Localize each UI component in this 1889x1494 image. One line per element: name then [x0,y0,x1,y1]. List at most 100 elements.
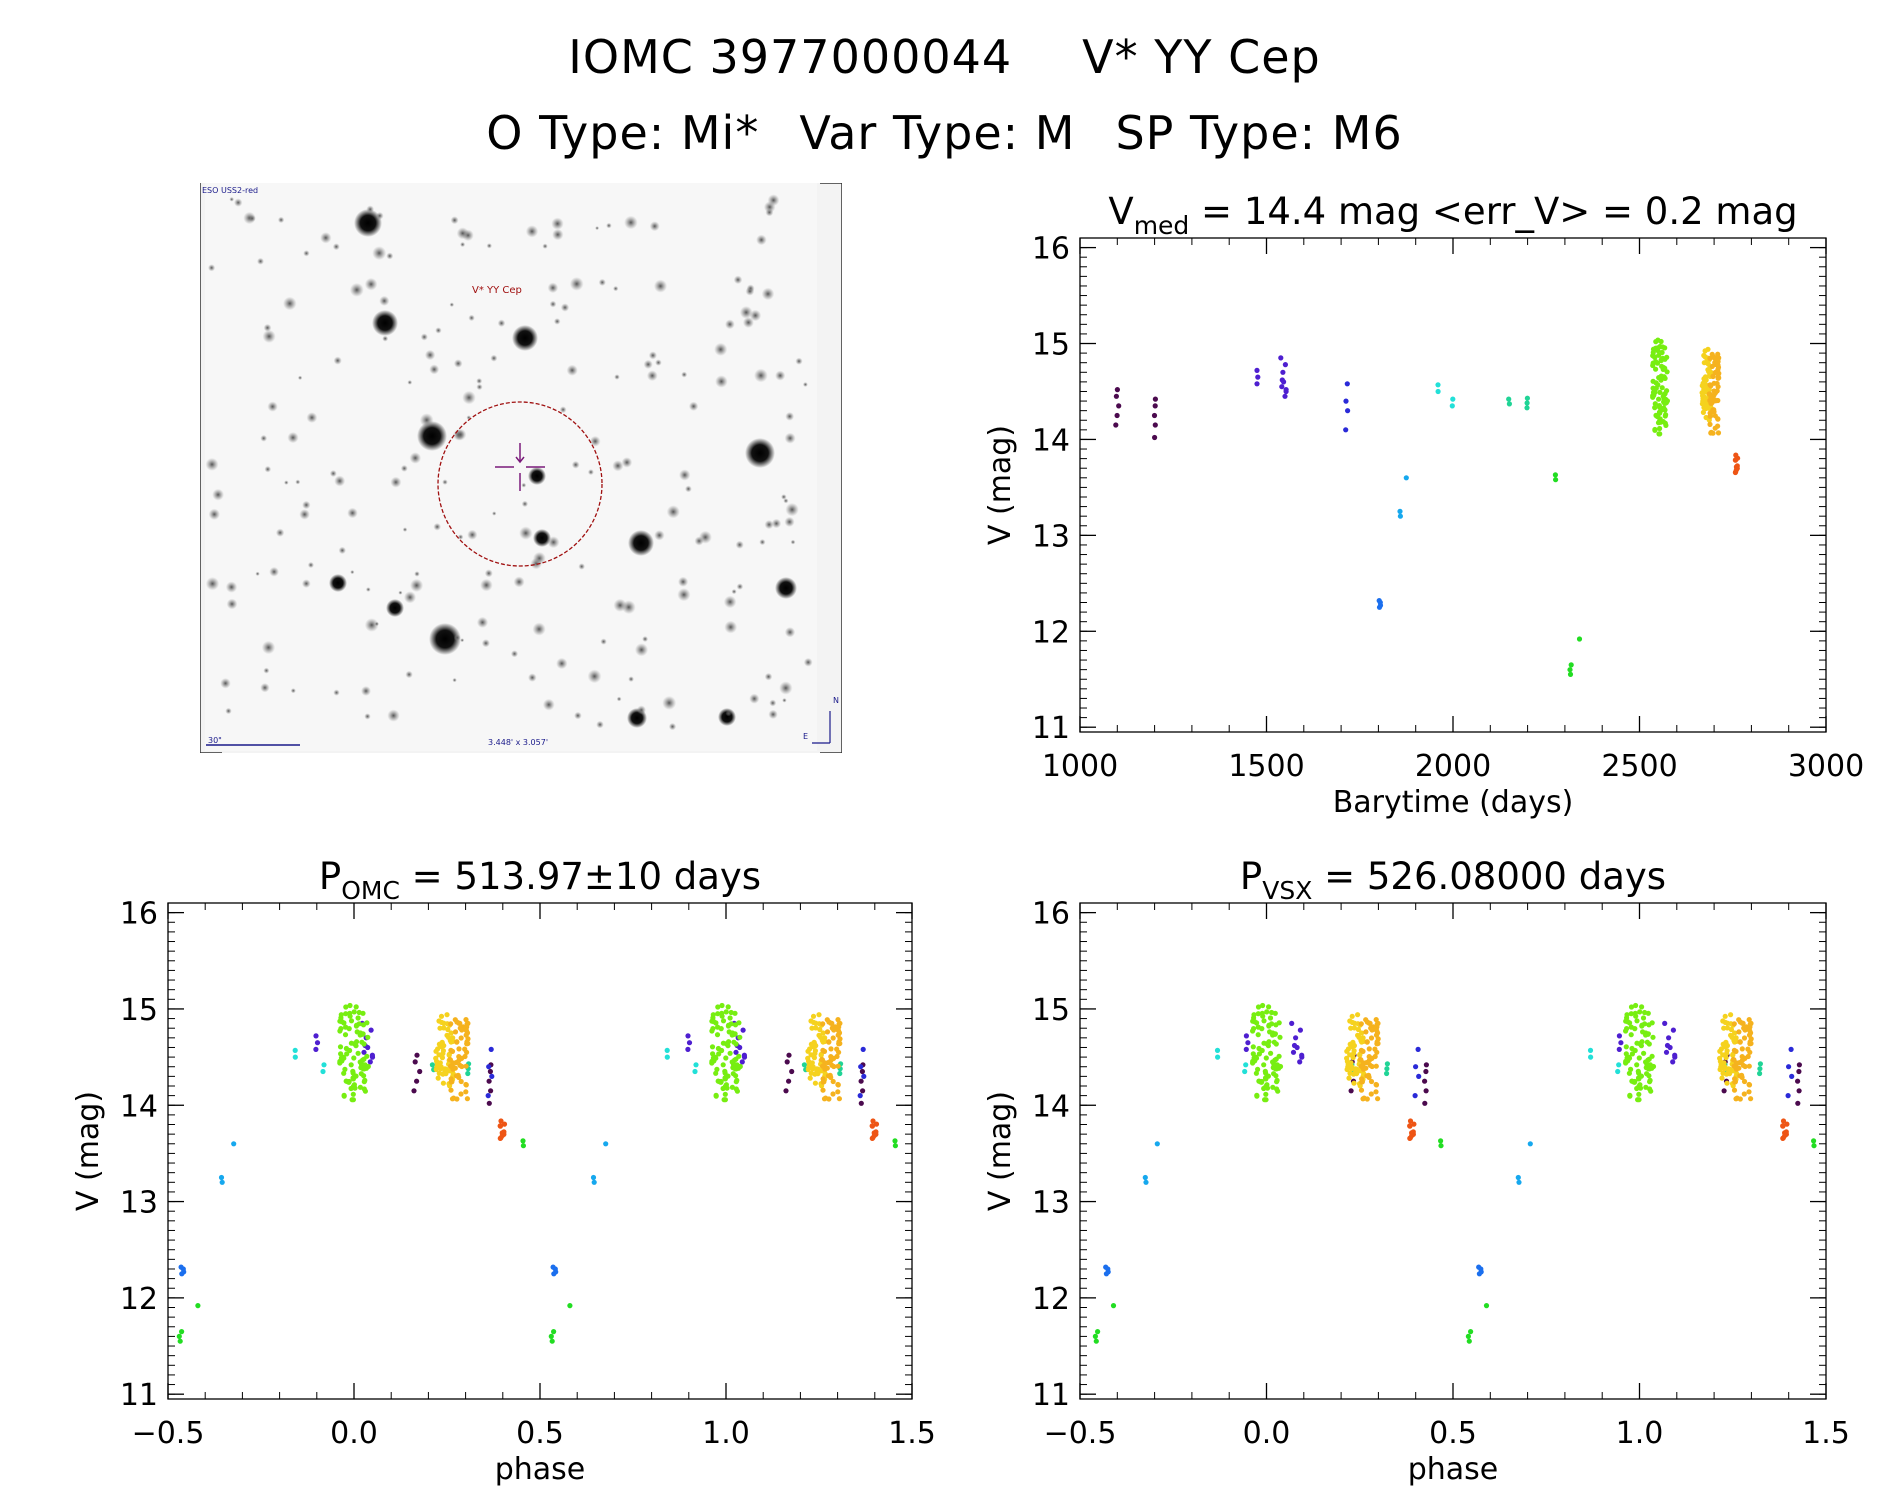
data-point [1373,1081,1379,1088]
data-point [603,1141,609,1147]
data-point [590,1174,597,1181]
faint-star [749,693,760,704]
faint-star [467,529,478,540]
data-point [1279,384,1285,390]
data-point [1784,1121,1790,1127]
faint-star [648,351,657,360]
x-tick-label: 0.0 [330,1416,378,1451]
faint-star [364,277,378,291]
data-point [686,1040,693,1046]
faint-star [795,357,803,365]
data-point [859,1068,866,1075]
data-point [1152,434,1158,441]
faint-star [790,539,796,545]
data-point [486,1064,492,1070]
data-point [1349,1044,1355,1050]
data-point [1468,1329,1474,1335]
faint-star [785,412,795,421]
data-point [1367,1062,1373,1068]
data-point [456,1046,462,1052]
data-point [1656,403,1662,409]
data-point [337,1028,343,1034]
faint-star [600,638,607,645]
data-point [1616,1033,1622,1039]
data-point [1407,1123,1413,1129]
y-axis-label: V (mag) [983,425,1018,545]
data-point [1663,412,1669,418]
finder-target-label: V* YY Cep [472,285,522,296]
data-point [1376,598,1382,604]
compass-east-label: E [803,732,808,741]
data-point [1506,396,1512,402]
data-point [817,1026,823,1033]
faint-star [628,676,634,682]
data-point [1729,1034,1735,1040]
data-point [1655,420,1662,426]
data-point [1652,405,1658,411]
data-point [445,1026,451,1033]
data-point [313,1046,319,1052]
data-point [456,1020,462,1026]
data-point [338,1015,344,1021]
compass-arrows [812,711,831,744]
faint-star [666,505,680,519]
data-point [813,1025,819,1031]
faint-star [382,335,389,342]
data-point [835,1063,841,1069]
data-point [1715,351,1721,357]
faint-star [775,370,786,381]
faint-star [735,540,744,549]
data-point [1630,1079,1636,1085]
faint-star [225,707,232,715]
data-point [343,1004,349,1010]
data-point [1363,1017,1369,1023]
data-point [486,1078,492,1084]
data-point [449,1096,456,1102]
faint-star [229,197,234,202]
data-point [1721,1025,1727,1031]
data-point [732,1022,739,1028]
data-point [1409,1133,1415,1139]
faint-star [761,287,775,301]
data-point [1360,1048,1366,1054]
data-point [360,1031,366,1037]
data-point [1712,425,1718,431]
data-point [1659,363,1665,369]
data-point [858,1100,864,1106]
faint-star [453,359,463,368]
data-point [1731,1021,1737,1027]
data-point [1733,452,1739,458]
data-point [1567,671,1574,677]
object-type: O Type: Mi* [486,106,760,160]
data-point [830,1091,836,1097]
data-point [1375,1040,1381,1047]
data-point [1276,1053,1282,1059]
data-point [1299,1052,1305,1058]
data-point [440,1048,446,1054]
data-point [1637,1085,1644,1091]
data-point [1260,1013,1266,1019]
data-point [713,1092,719,1098]
faint-star [725,319,735,330]
figure-title-line2: O Type: Mi* Var Type: M SP Type: M6 [0,106,1889,160]
data-point [1375,1096,1381,1102]
data-point [1412,1093,1418,1099]
data-point [1263,1097,1269,1103]
data-point [1645,1031,1651,1037]
data-point [1672,1052,1678,1058]
x-tick-label: 2500 [1601,749,1677,784]
faint-star [802,382,808,387]
data-point [1662,356,1668,362]
data-point [1654,413,1660,419]
data-point [1700,409,1706,415]
data-point [1214,1047,1221,1053]
faint-star [547,536,560,549]
x-tick-label: 0.5 [1429,1416,1477,1451]
data-point [292,1047,298,1053]
data-point [337,1044,344,1050]
data-point [1261,1040,1267,1046]
data-point [726,1039,732,1045]
faint-star [739,306,753,319]
data-point [1623,1044,1629,1050]
data-point [362,1088,368,1094]
